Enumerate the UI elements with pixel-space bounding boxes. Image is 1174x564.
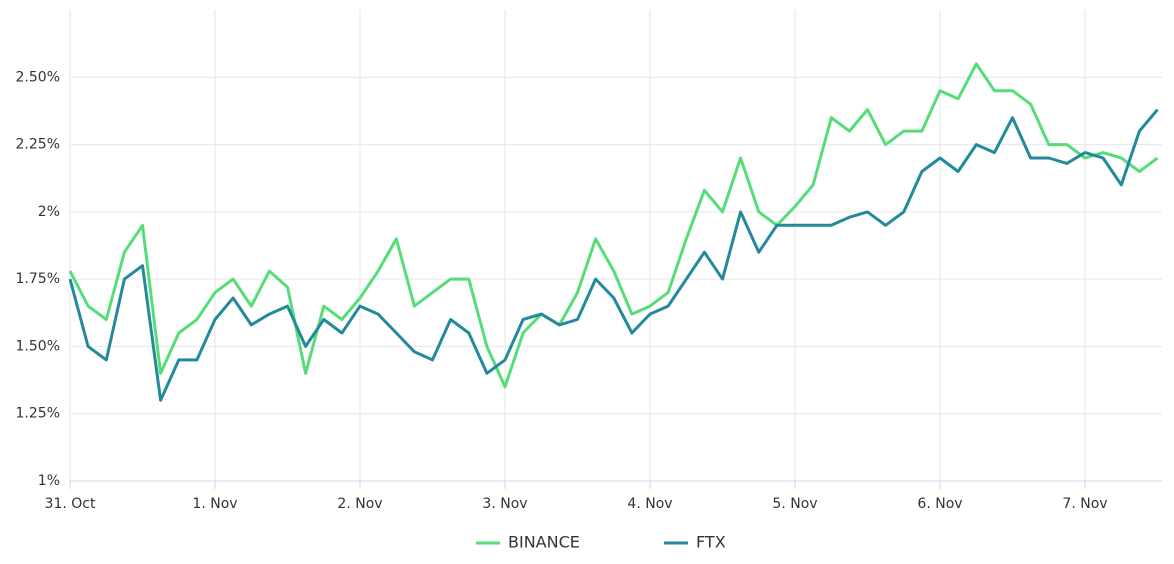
y-tick-label: 2.50% (16, 69, 60, 85)
legend-label[interactable]: FTX (696, 533, 726, 552)
y-tick-label: 2.25% (16, 137, 60, 153)
y-tick-label: 1.25% (16, 406, 60, 422)
x-tick-label: 6. Nov (917, 496, 962, 512)
x-tick-label: 3. Nov (482, 496, 527, 512)
x-tick-label: 31. Oct (45, 496, 96, 512)
x-tick-label: 7. Nov (1062, 496, 1107, 512)
x-tick-label: 1. Nov (192, 496, 237, 512)
y-tick-label: 1.75% (16, 271, 60, 287)
y-tick-label: 1.50% (16, 338, 60, 354)
x-tick-label: 4. Nov (627, 496, 672, 512)
x-tick-label: 2. Nov (337, 496, 382, 512)
legend-label[interactable]: BINANCE (508, 533, 580, 552)
series-line (68, 62, 1159, 389)
x-tick-label: 5. Nov (772, 496, 817, 512)
y-tick-label: 2% (38, 204, 60, 220)
y-tick-label: 1% (38, 473, 60, 489)
series-line (68, 108, 1159, 402)
